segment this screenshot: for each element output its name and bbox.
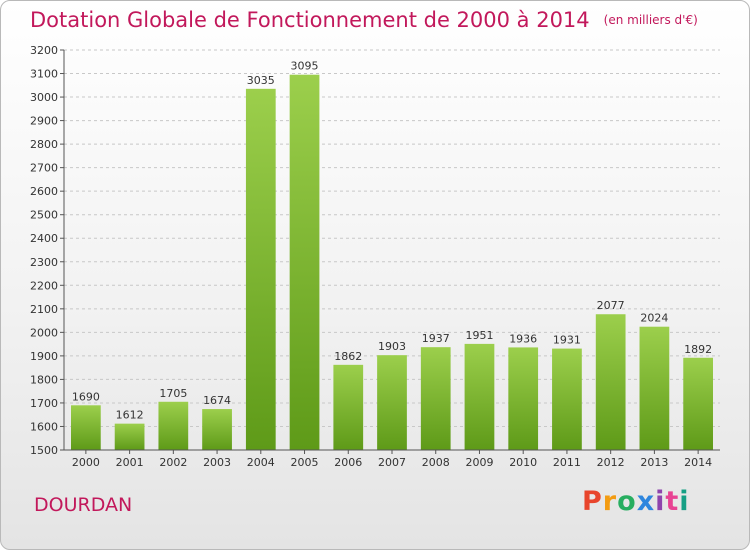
y-tick-label: 2300 (30, 256, 58, 269)
data-label: 3035 (247, 74, 275, 87)
data-label: 1937 (422, 332, 450, 345)
y-tick-label: 2200 (30, 279, 58, 292)
y-tick-label: 2500 (30, 209, 58, 222)
y-tick-label: 1800 (30, 373, 58, 386)
y-tick-label: 2900 (30, 115, 58, 128)
x-tick-label: 2002 (159, 456, 187, 469)
x-tick-label: 2010 (509, 456, 537, 469)
data-label: 1705 (159, 387, 187, 400)
data-label: 2077 (597, 299, 625, 312)
bar (333, 364, 364, 450)
logo-letter: i (655, 486, 666, 517)
y-tick-label: 2700 (30, 162, 58, 175)
data-label: 1903 (378, 340, 406, 353)
bar (595, 314, 626, 450)
x-tick-label: 2013 (640, 456, 668, 469)
x-tick-label: 2014 (684, 456, 712, 469)
y-tick-label: 3000 (30, 91, 58, 104)
bar (552, 348, 582, 450)
x-tick-label: 2011 (553, 456, 581, 469)
x-tick-label: 2005 (291, 456, 319, 469)
logo-letter: r (602, 486, 618, 517)
bar (639, 326, 670, 450)
x-tick-label: 2007 (378, 456, 406, 469)
unit-label: (en milliers d'€) (603, 13, 698, 27)
data-label: 2024 (640, 312, 668, 325)
x-tick-label: 2012 (597, 456, 625, 469)
logo-letter: P (582, 486, 603, 517)
bar (420, 347, 451, 450)
x-tick-label: 2001 (116, 456, 144, 469)
y-tick-label: 2800 (30, 138, 58, 151)
bars: 1690 1612 1705 1674 3035 3095 1862 1903 1937 1951… (70, 60, 714, 451)
y-tick-label: 3100 (30, 68, 58, 81)
proxiti-logo[interactable]: Proxiti (582, 486, 690, 517)
x-tick-label: 2008 (422, 456, 450, 469)
bar (202, 409, 232, 450)
bar (245, 88, 276, 450)
data-label: 1674 (203, 394, 231, 407)
bar (114, 423, 145, 450)
data-label: 1690 (72, 390, 100, 403)
x-tick-label: 2003 (203, 456, 231, 469)
axes: 1500 1600 1700 1800 1900 2000 2100 2200 2300 2400… (30, 44, 720, 469)
y-tick-label: 1600 (30, 420, 58, 433)
y-tick-label: 2100 (30, 303, 58, 316)
y-tick-label: 2000 (30, 326, 58, 339)
bar (158, 401, 189, 450)
bar (508, 347, 539, 450)
x-tick-label: 2006 (334, 456, 362, 469)
bar (289, 74, 320, 451)
bar (464, 343, 495, 450)
y-tick-label: 1500 (30, 444, 58, 457)
data-label: 3095 (291, 60, 319, 73)
x-tick-label: 2009 (465, 456, 493, 469)
bar (70, 405, 101, 450)
logo-letter: o (617, 486, 637, 517)
y-tick-label: 1900 (30, 350, 58, 363)
data-label: 1951 (465, 329, 493, 342)
x-tick-label: 2000 (72, 456, 100, 469)
data-label: 1936 (509, 332, 537, 345)
data-label: 1931 (553, 334, 581, 347)
y-tick-label: 2600 (30, 185, 58, 198)
commune-name: DOURDAN (34, 494, 133, 516)
y-tick-label: 3200 (30, 44, 58, 57)
logo-letter: i (679, 486, 690, 517)
logo-letter: x (636, 486, 656, 517)
y-tick-label: 2400 (30, 232, 58, 245)
bar (377, 355, 407, 450)
chart-title: Dotation Globale de Fonctionnement de 20… (30, 8, 698, 32)
data-label: 1862 (334, 350, 362, 363)
data-label: 1612 (116, 409, 144, 422)
logo-letter: t (665, 486, 680, 517)
y-tick-label: 1700 (30, 397, 58, 410)
data-label: 1892 (684, 343, 712, 356)
x-tick-label: 2004 (247, 456, 275, 469)
bar (683, 357, 714, 450)
title-text: Dotation Globale de Fonctionnement de 20… (30, 8, 590, 32)
